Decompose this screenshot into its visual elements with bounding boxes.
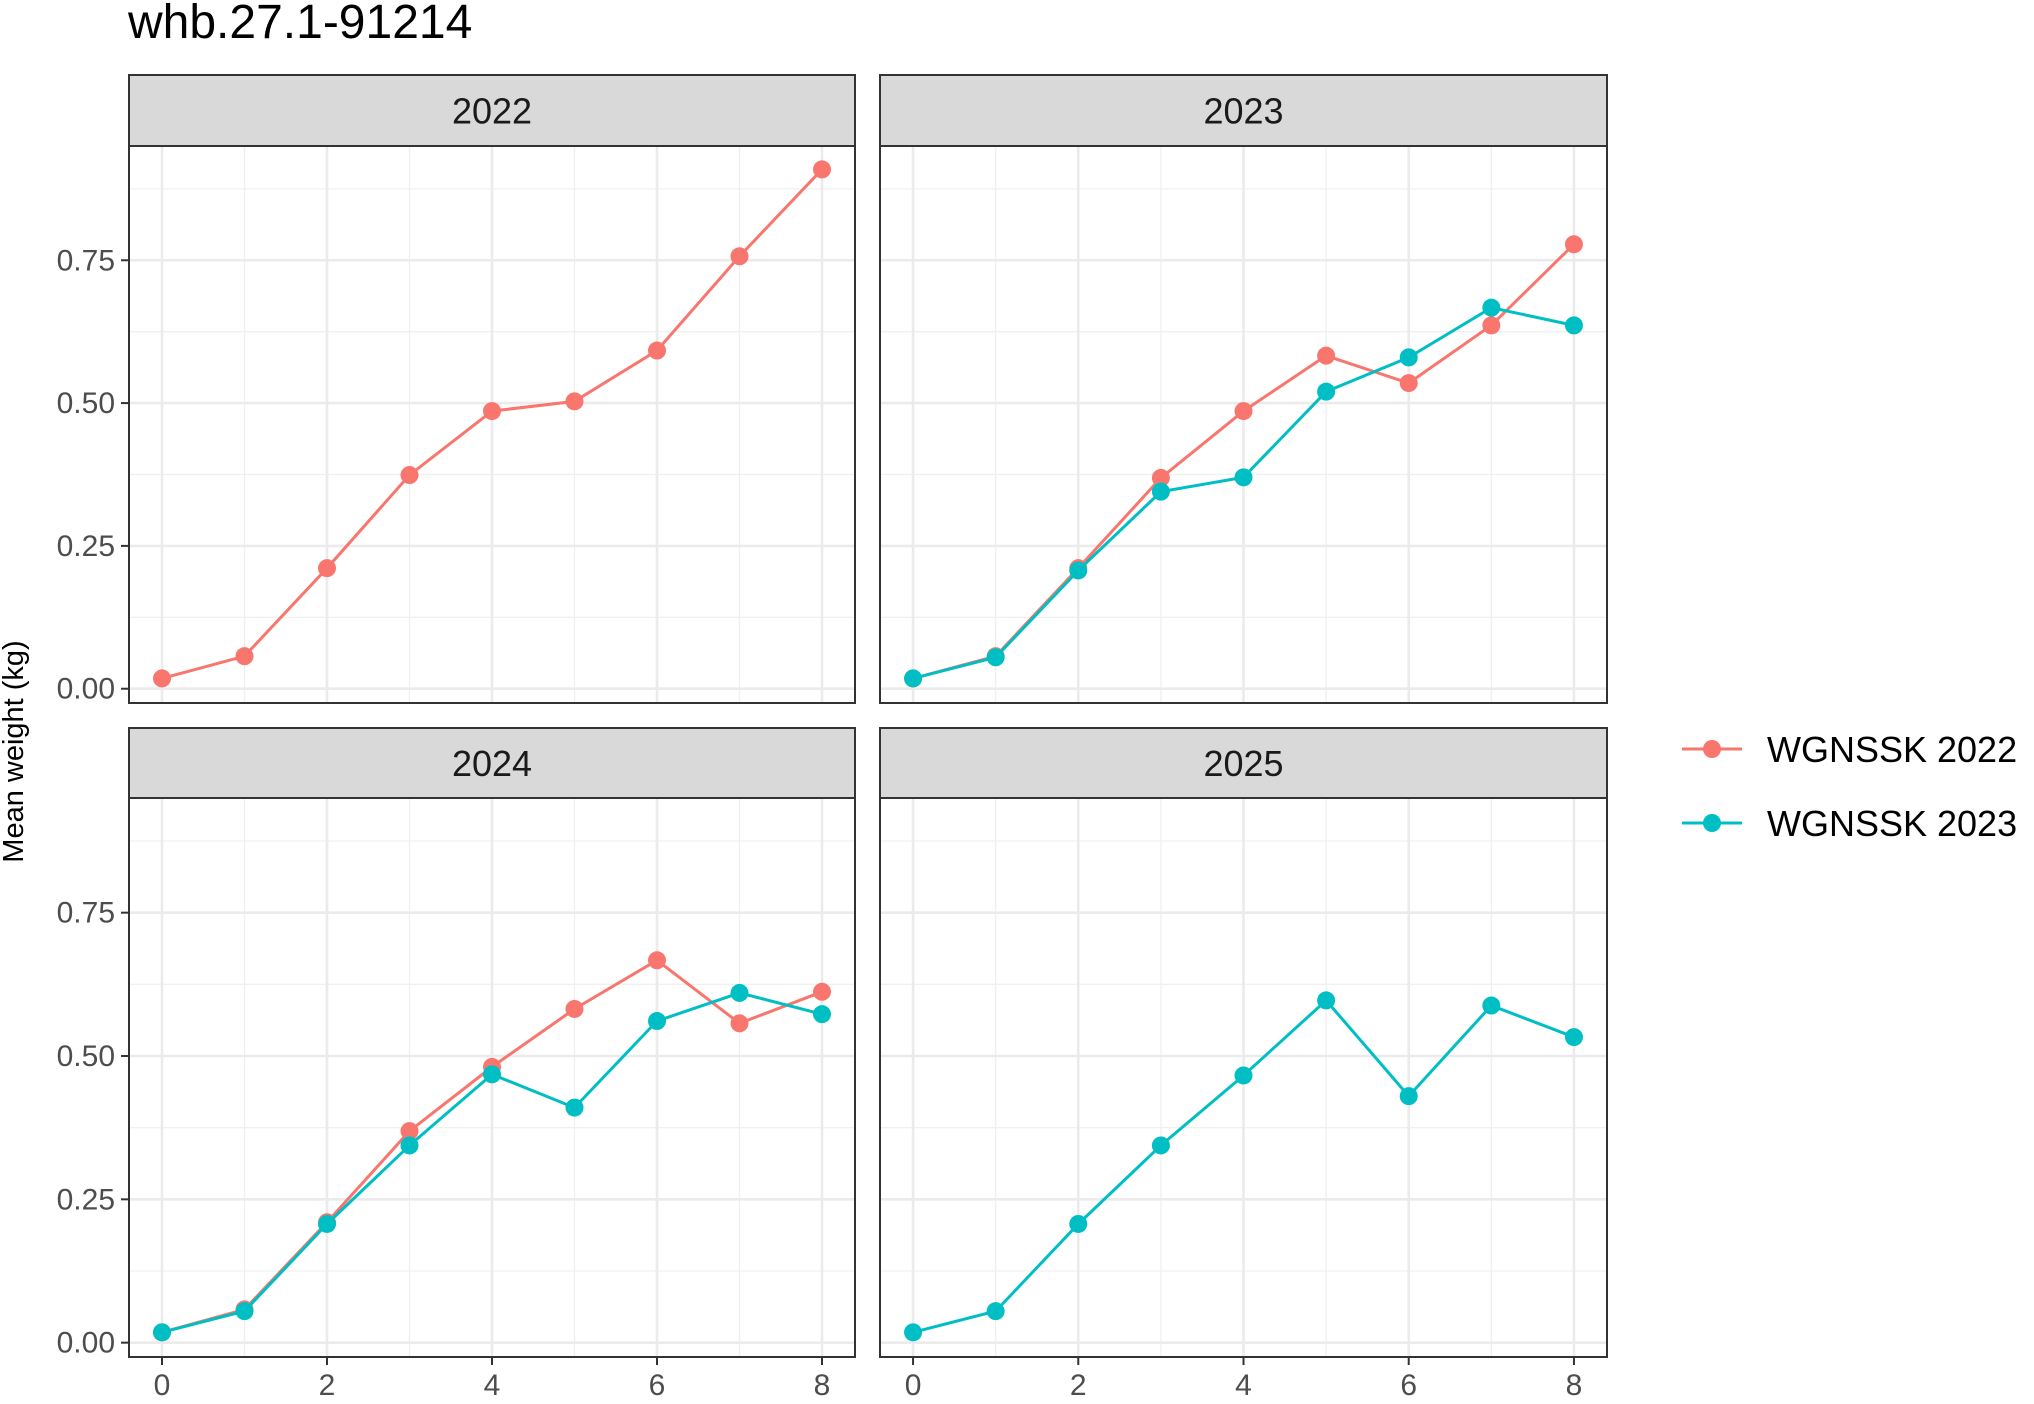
data-point <box>235 1302 254 1321</box>
panel-border <box>128 145 856 704</box>
data-point <box>648 951 666 970</box>
x-tick-label: 8 <box>814 1369 831 1402</box>
facet-panel-2024: 2024 0.00 0.25 0.50 0.75 0 2 4 6 8 <box>57 727 856 1402</box>
data-point <box>730 983 749 1002</box>
data-point <box>565 1098 584 1117</box>
y-tick-label: 0.25 <box>57 1183 115 1216</box>
series-wgnssk-2023 <box>904 298 1583 688</box>
y-tick-label: 0.50 <box>57 387 115 420</box>
data-point <box>1069 1214 1088 1233</box>
data-point <box>730 247 749 266</box>
data-point <box>1399 1087 1418 1106</box>
x-tick-label: 4 <box>484 1369 501 1402</box>
x-tick-label: 6 <box>649 1369 666 1402</box>
y-tick-label: 0.75 <box>57 244 115 277</box>
data-point <box>813 982 831 1001</box>
x-tick-label: 8 <box>1566 1369 1583 1402</box>
data-point <box>1564 1028 1583 1047</box>
facet-strip-label: 2025 <box>1203 743 1283 784</box>
x-tick-label: 6 <box>1400 1369 1417 1402</box>
facet-strip-label: 2022 <box>452 91 532 132</box>
facet-strip <box>128 74 856 147</box>
data-point <box>1482 316 1501 335</box>
data-point <box>1399 348 1418 367</box>
facet-strip-label: 2024 <box>452 743 532 784</box>
data-point <box>1234 1066 1253 1085</box>
data-point <box>648 341 666 360</box>
data-point <box>318 1214 336 1233</box>
data-point <box>318 559 336 578</box>
series-wgnssk-2023 <box>904 991 1583 1342</box>
data-point <box>1317 991 1336 1010</box>
data-point <box>904 669 923 688</box>
data-point <box>565 999 584 1018</box>
x-tick-label: 2 <box>1070 1369 1087 1402</box>
data-point <box>813 160 831 179</box>
data-point <box>1399 374 1418 393</box>
y-tick-label: 0.75 <box>57 897 115 930</box>
data-point <box>400 1136 419 1155</box>
legend-label: WGNSSK 2023 <box>1767 803 2017 844</box>
legend-key-point <box>1703 814 1721 832</box>
data-point <box>904 1323 923 1342</box>
data-point <box>483 402 501 421</box>
data-point <box>730 1014 749 1033</box>
data-point <box>1317 346 1336 365</box>
data-point <box>400 466 419 485</box>
legend-item-wgnssk-2022: WGNSSK 2022 <box>1682 729 2017 770</box>
series-wgnssk-2023 <box>153 983 831 1342</box>
facet-panels: 20220.000.250.500.75202320240.000.250.50… <box>57 74 1608 1402</box>
chart-title: whb.27.1-91214 <box>127 0 472 49</box>
data-point <box>1317 382 1336 401</box>
y-tick-label: 0.00 <box>57 673 115 706</box>
data-point <box>1069 561 1088 580</box>
y-tick-label: 0.50 <box>57 1040 115 1073</box>
data-point <box>1564 235 1583 254</box>
data-point <box>483 1065 501 1084</box>
legend-label: WGNSSK 2022 <box>1767 729 2017 770</box>
facet-strip-label: 2023 <box>1203 91 1283 132</box>
x-tick-label: 4 <box>1235 1369 1252 1402</box>
data-point <box>1234 402 1253 421</box>
facet-panel-2023: 2023 <box>879 74 1608 704</box>
series-wgnssk-2022 <box>153 160 831 688</box>
data-point <box>153 669 171 688</box>
data-point <box>1151 1136 1170 1155</box>
data-point <box>1482 996 1501 1015</box>
data-point <box>813 1005 831 1024</box>
data-point <box>1234 468 1253 487</box>
y-tick-label: 0.25 <box>57 530 115 563</box>
x-tick-label: 0 <box>154 1369 171 1402</box>
data-point <box>1564 316 1583 335</box>
data-point <box>1151 468 1170 487</box>
facet-strip <box>128 727 856 799</box>
facet-panel-2025: 2025 0 2 4 6 8 <box>879 727 1608 1402</box>
panel-border <box>879 145 1608 704</box>
legend-key-point <box>1703 740 1721 758</box>
y-tick-label: 0.00 <box>57 1327 115 1360</box>
facet-strip <box>879 74 1608 147</box>
facet-panel-2022: 2022 0.00 0.25 0.50 0.75 <box>57 74 856 706</box>
x-tick-label: 2 <box>319 1369 336 1402</box>
data-point <box>565 392 584 411</box>
data-point <box>648 1012 666 1031</box>
x-tick-label: 0 <box>905 1369 922 1402</box>
legend-item-wgnssk-2023: WGNSSK 2023 <box>1682 803 2017 844</box>
data-point <box>153 1323 171 1342</box>
data-point <box>400 1122 419 1141</box>
data-point <box>1151 482 1170 501</box>
data-point <box>986 1302 1005 1321</box>
legend: WGNSSK 2022 WGNSSK 2023 <box>1682 729 2017 844</box>
y-axis-title: Mean weight (kg) <box>0 640 30 862</box>
data-point <box>235 647 254 666</box>
data-point <box>986 648 1005 667</box>
data-point <box>1482 298 1501 317</box>
